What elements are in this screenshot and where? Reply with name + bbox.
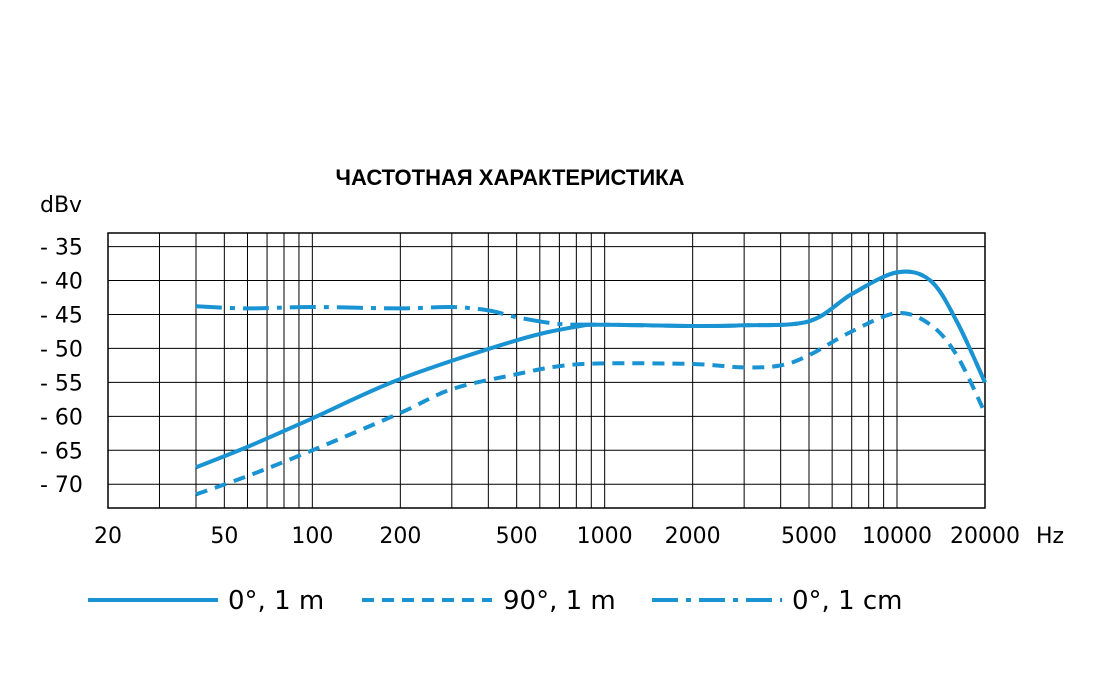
y-tick-label: - 50 [40,337,83,362]
y-tick-label: - 35 [40,236,83,261]
grid-lines [107,232,986,509]
x-tick-label: 10000 [862,524,932,549]
legend-label-1: 0°, 1 m [228,586,324,616]
x-tick-label: 50 [210,524,238,549]
series-line-2 [195,310,987,497]
x-tick-labels: 20 50 100 200 500 1000 2000 5000 10000 20000 [94,524,1020,549]
series-line-1 [195,269,987,470]
y-tick-label: - 55 [40,371,83,396]
x-tick-label: 100 [291,524,333,549]
y-tick-labels: - 35 - 40 - 45 - 50 - 55 - 60 - 65 - 70 [40,236,83,499]
y-tick-label: - 40 [40,270,83,295]
x-tick-label: 5000 [781,524,837,549]
plot-frame [107,232,986,509]
y-tick-label: - 45 [40,303,83,328]
chart-title: ЧАСТОТНАЯ ХАРАКТЕРИСТИКА [336,165,685,190]
x-unit-label: Hz [1036,524,1064,549]
legend-label-2: 90°, 1 m [503,586,616,616]
x-tick-label: 20000 [950,524,1020,549]
series-line-3 [195,269,987,384]
legend-label-3: 0°, 1 cm [792,586,903,616]
y-tick-label: - 65 [40,439,83,464]
x-tick-label: 200 [379,524,421,549]
x-tick-label: 1000 [577,524,633,549]
legend: 0°, 1 m 90°, 1 m 0°, 1 cm [88,586,903,616]
x-tick-label: 500 [496,524,538,549]
series-curves [195,269,987,497]
x-tick-label: 20 [94,524,122,549]
y-tick-label: - 60 [40,405,83,430]
y-axis-label: dBv [40,193,82,218]
x-tick-label: 2000 [665,524,721,549]
y-tick-label: - 70 [40,473,83,498]
